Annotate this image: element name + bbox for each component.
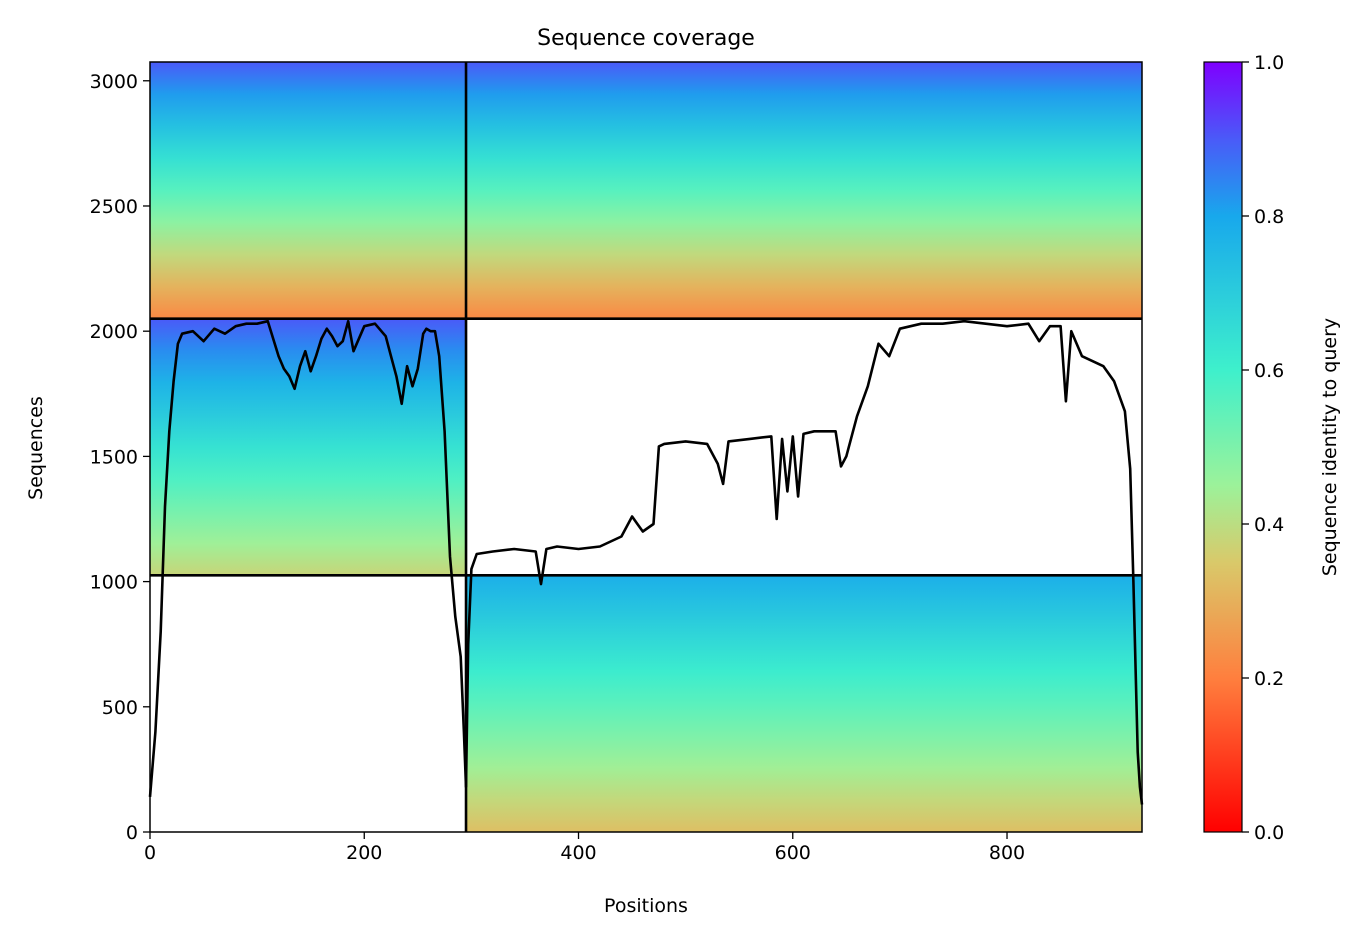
- x-tick-label: 0: [144, 842, 156, 864]
- y-tick-label: 2000: [90, 321, 138, 343]
- y-tick-label: 1500: [90, 446, 138, 468]
- x-axis-ticks: 0 200 400 600 800: [144, 832, 1025, 864]
- chart-title: Sequence coverage: [537, 26, 755, 51]
- y-axis-ticks: 0 500 1000 1500 2000 2500 3000: [90, 71, 150, 844]
- x-tick-label: 800: [989, 842, 1025, 864]
- y-tick-label: 3000: [90, 71, 138, 93]
- colorbar-tick-label: 0.0: [1254, 822, 1284, 844]
- colorbar-label: Sequence identity to query: [1319, 318, 1341, 576]
- colorbar-ticks: 0.0 0.2 0.4 0.6 0.8 1.0: [1242, 52, 1284, 844]
- y-tick-label: 500: [102, 697, 138, 719]
- y-axis-label: Sequences: [25, 396, 47, 500]
- colorbar-tick-label: 0.6: [1254, 360, 1284, 382]
- heatmap-blocks: [150, 62, 1143, 832]
- colorbar-tick-label: 0.2: [1254, 668, 1284, 690]
- colorbar-tick-label: 1.0: [1254, 52, 1284, 74]
- x-axis-label: Positions: [604, 895, 688, 917]
- plot-frame: [149, 61, 1143, 833]
- x-tick-label: 200: [346, 842, 382, 864]
- x-tick-label: 400: [560, 842, 596, 864]
- x-tick-label: 600: [775, 842, 811, 864]
- y-tick-label: 0: [126, 822, 138, 844]
- heatmap-block: [150, 62, 467, 319]
- coverage-line: [148, 319, 1144, 805]
- heatmap-block: [466, 575, 1143, 832]
- colorbar: [1203, 61, 1243, 833]
- y-tick-label: 1000: [90, 572, 138, 594]
- y-tick-label: 2500: [90, 196, 138, 218]
- colorbar-tick-label: 0.8: [1254, 206, 1284, 228]
- colorbar-tick-label: 0.4: [1254, 514, 1284, 536]
- heatmap-block: [466, 62, 1143, 319]
